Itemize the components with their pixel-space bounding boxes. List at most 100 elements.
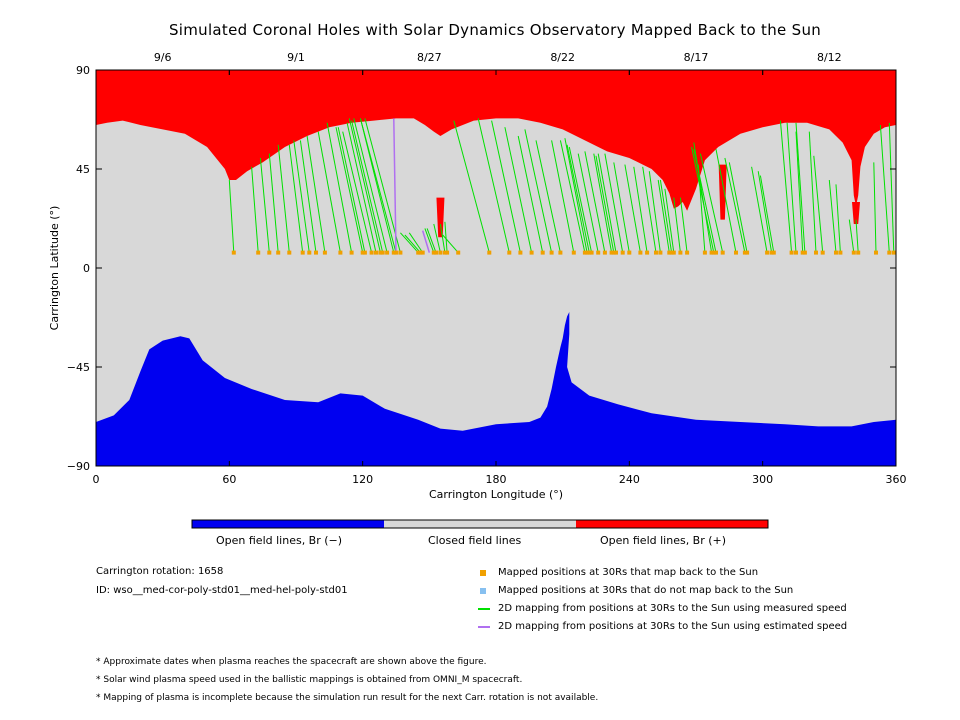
measured-mapping-line (657, 179, 670, 253)
unmapped-point-swatch (480, 588, 486, 594)
legend-item-mapped: Mapped positions at 30Rs that map back t… (478, 567, 758, 578)
mapped-position-point (596, 250, 601, 255)
measured-mapping-line (855, 219, 859, 253)
mapped-position-point (582, 250, 587, 255)
measured-mapping-line (786, 122, 797, 253)
mapped-position-point (391, 250, 396, 255)
colorbar-label-positive: Open field lines, Br (+) (600, 534, 727, 547)
mapped-position-point (529, 250, 534, 255)
measured-mapping-line (317, 131, 341, 253)
mapped-position-point (456, 250, 461, 255)
measured-mapping-line (595, 155, 615, 253)
legend-item-estimated: 2D mapping from positions at 30Rs to the… (478, 621, 847, 632)
measured-mapping-line (326, 122, 353, 253)
estimated-mapping-line-1 (421, 230, 431, 253)
note-incomplete-mapping: * Mapping of plasma is incomplete becaus… (96, 693, 599, 703)
note-dates: * Approximate dates when plasma reaches … (96, 657, 487, 667)
measured-mapping-line (564, 138, 588, 253)
measured-mapping-line (348, 118, 381, 253)
mapped-position-point (789, 250, 794, 255)
mapped-position-point (667, 250, 672, 255)
mapped-position-point (487, 250, 492, 255)
colorbar-label-negative: Open field lines, Br (−) (216, 534, 343, 547)
legend-label-estimated: 2D mapping from positions at 30Rs to the… (498, 621, 848, 632)
mapped-position-point (360, 250, 365, 255)
mapped-position-point (540, 250, 545, 255)
top-date-label: 8/17 (684, 51, 709, 64)
legend-label-mapped: Mapped positions at 30Rs that map back t… (498, 567, 759, 578)
mapped-position-point (394, 250, 398, 255)
mapped-position-point (769, 250, 774, 255)
mapped-position-point (702, 250, 707, 255)
measured-mapping-line (888, 122, 895, 253)
legend-label-unmapped: Mapped positions at 30Rs that do not map… (498, 585, 794, 596)
x-tick-label: 240 (619, 473, 640, 486)
mapped-position-point (711, 250, 716, 255)
measured-mapping-line (835, 184, 841, 253)
chart-title: Simulated Coronal Holes with Solar Dynam… (168, 21, 822, 39)
measured-mapping-line (848, 219, 855, 253)
mapped-position-point (765, 250, 770, 255)
mapped-position-point (420, 250, 425, 255)
measured-mapping-line (751, 166, 768, 253)
mapped-position-point (720, 250, 725, 255)
measured-mapping-line (699, 153, 724, 253)
open-positive-spike-0 (436, 197, 445, 238)
mapped-position-point (771, 250, 776, 255)
mapped-position-point (256, 250, 261, 255)
measured-mapping-lines (228, 118, 895, 253)
measured-mapping-line (251, 166, 259, 253)
measured-mapping-line (517, 135, 544, 253)
y-tick-label: −45 (67, 361, 90, 374)
x-tick-label: 300 (752, 473, 773, 486)
y-tick-label: 45 (76, 163, 90, 176)
mapped-position-point (585, 250, 590, 255)
x-axis-label: Carrington Longitude (°) (429, 488, 563, 501)
top-date-label: 8/22 (550, 51, 575, 64)
mapped-position-point (416, 250, 421, 255)
measured-mapping-line (633, 166, 648, 253)
measured-mapping-line (693, 149, 717, 253)
measured-mapping-line (813, 155, 824, 253)
mapped-position-point (638, 250, 643, 255)
measured-mapping-line (353, 118, 388, 253)
mapped-position-point (654, 250, 658, 255)
measured-mapping-line (673, 197, 681, 253)
estimated-mapping-line-0 (393, 118, 397, 253)
measured-mapping-line (442, 234, 459, 253)
measured-mapping-line (808, 131, 817, 253)
mapped-position-point (851, 250, 856, 255)
colorbar-frame (191, 519, 769, 529)
colorbar-closed (384, 520, 576, 528)
mapped-position-point (742, 250, 747, 255)
measured-mapping-line (757, 171, 773, 253)
measured-mapping-line (342, 131, 373, 253)
y-axis-label: Carrington Latitude (°) (48, 206, 61, 331)
mapped-position-point (518, 250, 523, 255)
measured-mapping-line (715, 149, 737, 253)
mapped-position-point (745, 250, 750, 255)
mapped-position-point (418, 250, 423, 255)
mapped-position-point (378, 250, 383, 255)
measured-mapping-line (679, 197, 688, 253)
y-tick-label: 90 (76, 64, 90, 77)
mapped-position-point (685, 250, 690, 255)
x-tick-label: 60 (222, 473, 236, 486)
measured-mapping-line (577, 153, 599, 253)
mapped-position-point (338, 250, 343, 255)
measured-mapping-line (724, 157, 746, 253)
measured-mapping-line (535, 140, 561, 253)
mapped-position-point (611, 250, 616, 255)
measured-mapping-line (453, 120, 490, 253)
legend-item-measured: 2D mapping from positions at 30Rs to the… (478, 603, 847, 614)
x-tick-label: 360 (886, 473, 907, 486)
mapped-position-point (398, 250, 403, 255)
measured-mapping-line (566, 144, 590, 253)
measured-mapping-line (879, 124, 890, 253)
measured-mapping-line (439, 223, 446, 253)
mapped-position-point (434, 250, 438, 255)
measured-mapping-line (444, 221, 448, 253)
mapped-position-point (671, 250, 676, 255)
x-tick-label: 180 (486, 473, 507, 486)
measured-mapping-line (299, 140, 317, 253)
